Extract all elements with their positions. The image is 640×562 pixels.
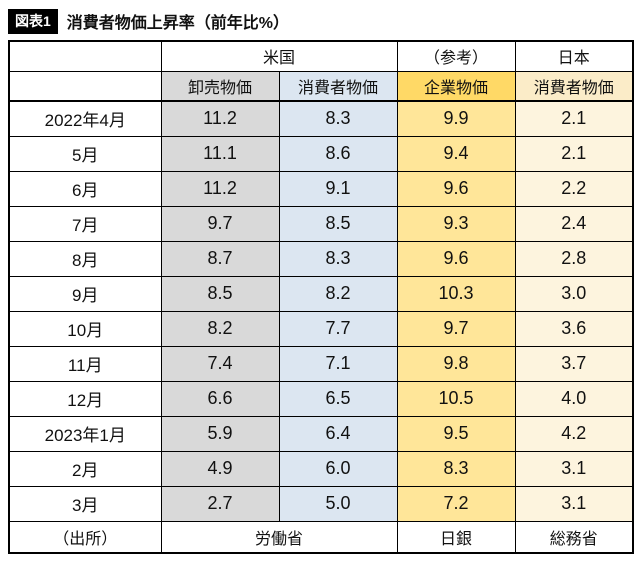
row-label: 2022年4月 [8,100,162,137]
value-cell: 8.3 [278,240,398,277]
figure-title: 消費者物価上昇率（前年比%） [66,15,290,32]
column-header-jp-cpi: 消費者物価 [514,70,634,102]
column-header-row: 卸売物価 消費者物価 企業物価 消費者物価 [8,70,634,102]
cpi-table: 米国 （参考） 日本 卸売物価 消費者物価 企業物価 消費者物価 2022年4月… [8,40,635,554]
value-cell: 7.2 [396,485,516,522]
table-row: 8月 8.7 8.3 9.6 2.8 [8,240,634,277]
row-label: 10月 [8,310,162,347]
row-label: 2月 [8,450,162,487]
row-label: 5月 [8,135,162,172]
table-row: 2月 4.9 6.0 8.3 3.1 [8,450,634,487]
value-cell: 9.7 [160,205,280,242]
group-header-row: 米国 （参考） 日本 [8,40,634,72]
value-cell: 8.3 [396,450,516,487]
value-cell: 11.2 [160,100,280,137]
group-header-us: 米国 [160,40,398,72]
value-cell: 10.5 [396,380,516,417]
table-row: 5月 11.1 8.6 9.4 2.1 [8,135,634,172]
source-mic: 総務省 [514,520,634,554]
row-label: 9月 [8,275,162,312]
value-cell: 8.5 [160,275,280,312]
value-cell: 10.3 [396,275,516,312]
value-cell: 6.0 [278,450,398,487]
row-label: 12月 [8,380,162,417]
blank-cell [8,70,162,102]
value-cell: 9.9 [396,100,516,137]
table-row: 6月 11.2 9.1 9.6 2.2 [8,170,634,207]
value-cell: 8.2 [160,310,280,347]
row-label: 11月 [8,345,162,382]
value-cell: 3.1 [514,450,634,487]
value-cell: 9.4 [396,135,516,172]
value-cell: 2.2 [514,170,634,207]
blank-corner-cell [8,40,162,72]
group-header-japan: 日本 [514,40,634,72]
value-cell: 8.3 [278,100,398,137]
source-row: （出所） 労働省 日銀 総務省 [8,520,634,554]
value-cell: 8.5 [278,205,398,242]
value-cell: 2.1 [514,100,634,137]
table-row: 10月 8.2 7.7 9.7 3.6 [8,310,634,347]
source-boj: 日銀 [396,520,516,554]
value-cell: 3.1 [514,485,634,522]
value-cell: 7.4 [160,345,280,382]
value-cell: 9.1 [278,170,398,207]
source-us-labor: 労働省 [160,520,398,554]
value-cell: 5.9 [160,415,280,452]
value-cell: 6.6 [160,380,280,417]
value-cell: 9.5 [396,415,516,452]
row-label: 3月 [8,485,162,522]
value-cell: 7.1 [278,345,398,382]
column-header-us-cpi: 消費者物価 [278,70,398,102]
source-label: （出所） [8,520,162,554]
value-cell: 9.6 [396,170,516,207]
table-row: 11月 7.4 7.1 9.8 3.7 [8,345,634,382]
row-label: 8月 [8,240,162,277]
value-cell: 2.4 [514,205,634,242]
value-cell: 8.6 [278,135,398,172]
value-cell: 8.7 [160,240,280,277]
value-cell: 4.9 [160,450,280,487]
value-cell: 7.7 [278,310,398,347]
value-cell: 3.0 [514,275,634,312]
value-cell: 9.3 [396,205,516,242]
value-cell: 4.0 [514,380,634,417]
table-row: 3月 2.7 5.0 7.2 3.1 [8,485,634,522]
table-row: 7月 9.7 8.5 9.3 2.4 [8,205,634,242]
value-cell: 8.2 [278,275,398,312]
value-cell: 2.8 [514,240,634,277]
value-cell: 9.6 [396,240,516,277]
value-cell: 2.7 [160,485,280,522]
table-row: 2023年1月 5.9 6.4 9.5 4.2 [8,415,634,452]
value-cell: 6.4 [278,415,398,452]
value-cell: 9.8 [396,345,516,382]
table-row: 12月 6.6 6.5 10.5 4.0 [8,380,634,417]
value-cell: 5.0 [278,485,398,522]
table-body: 2022年4月 11.2 8.3 9.9 2.1 5月 11.1 8.6 9.4 2.1 6月 11.… [8,100,634,522]
value-cell: 3.6 [514,310,634,347]
row-label: 6月 [8,170,162,207]
column-header-jp-cgpi: 企業物価 [396,70,516,102]
value-cell: 2.1 [514,135,634,172]
value-cell: 4.2 [514,415,634,452]
figure-header: 図表1 消費者物価上昇率（前年比%） [0,0,640,40]
figure-number-badge: 図表1 [8,8,58,34]
value-cell: 9.7 [396,310,516,347]
row-label: 2023年1月 [8,415,162,452]
value-cell: 11.1 [160,135,280,172]
column-header-us-wholesale: 卸売物価 [160,70,280,102]
group-header-reference: （参考） [396,40,516,72]
value-cell: 6.5 [278,380,398,417]
value-cell: 11.2 [160,170,280,207]
table-row: 9月 8.5 8.2 10.3 3.0 [8,275,634,312]
table-row: 2022年4月 11.2 8.3 9.9 2.1 [8,100,634,137]
row-label: 7月 [8,205,162,242]
value-cell: 3.7 [514,345,634,382]
